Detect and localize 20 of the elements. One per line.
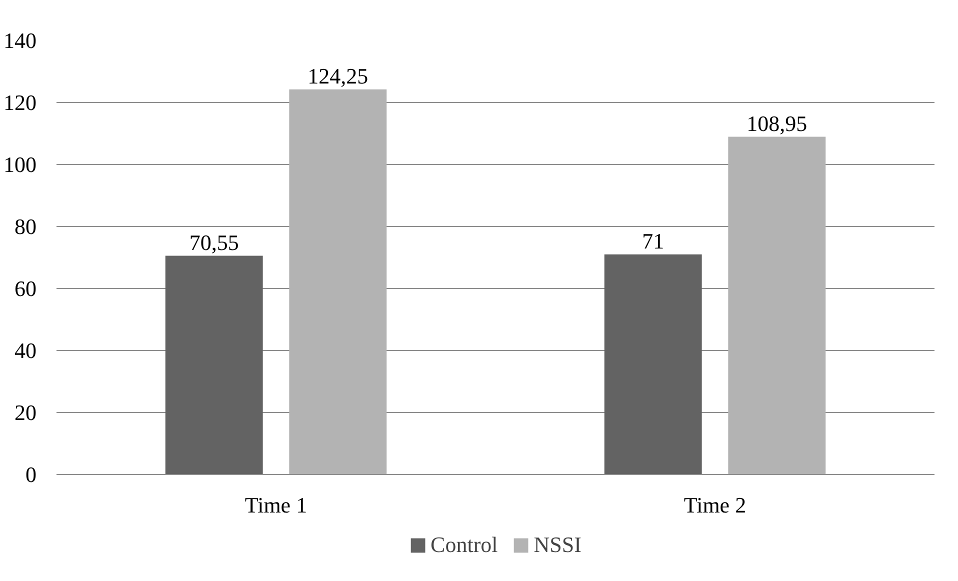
y-tick-label: 100 (4, 152, 36, 177)
bar (604, 254, 702, 474)
bar (728, 136, 826, 474)
data-label: 71 (642, 228, 664, 254)
bar (165, 256, 263, 474)
y-tick-label: 20 (14, 400, 36, 425)
bar (289, 89, 387, 474)
x-tick-label: Time 2 (684, 492, 746, 518)
data-label: 108,95 (746, 110, 808, 136)
legend-label: NSSI (534, 532, 582, 558)
y-tick-label: 60 (14, 276, 36, 301)
x-tick-label: Time 1 (244, 492, 308, 518)
y-tick-label: 120 (4, 90, 36, 115)
data-label: 124,25 (308, 63, 368, 88)
legend-label: Control (430, 532, 498, 558)
y-tick-label: 0 (26, 462, 36, 487)
data-label: 70,55 (189, 230, 239, 255)
y-tick-label: 80 (14, 214, 36, 239)
y-tick-label: 140 (4, 28, 36, 53)
y-tick-label: 40 (14, 338, 36, 363)
